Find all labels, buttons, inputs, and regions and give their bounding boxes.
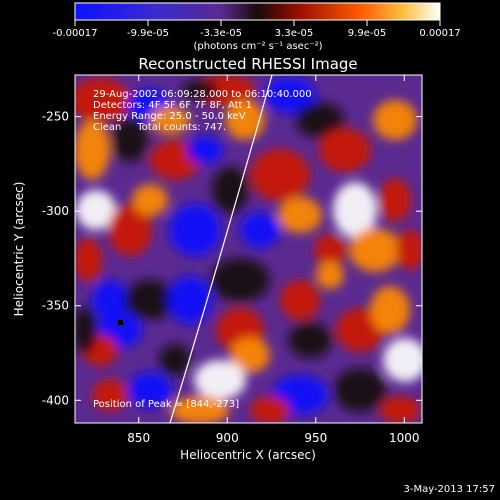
y-tick-label: -250: [42, 110, 69, 124]
image-blob: [314, 234, 346, 266]
solar-limb: [169, 75, 273, 423]
annotations: 29-Aug-2002 06:09:28.000 to 06:10:40.000…: [93, 89, 312, 410]
image-plot: [75, 75, 422, 423]
colorbar-tick-label: -3.3e-05: [200, 28, 242, 39]
colorbar: -0.00017 -9.9e-05 -3.3e-05 3.3e-05 9.9e-05 0.…: [53, 2, 461, 52]
image-blob: [92, 280, 128, 320]
image-blob: [112, 118, 148, 162]
image-blob: [159, 344, 191, 376]
y-tick-label: -300: [42, 204, 69, 218]
image-blob: [225, 100, 265, 140]
plot-title: Reconstructed RHESSI Image: [138, 55, 357, 73]
x-tick-label: 850: [127, 431, 150, 445]
axis-ticks: 850 900 950 1000 -250 -300 -350 -400: [42, 75, 422, 445]
image-blob: [296, 102, 344, 138]
image-blob: [288, 322, 332, 358]
image-blob: [319, 128, 371, 172]
image-blob: [383, 338, 422, 382]
image-blob: [76, 190, 116, 230]
image-blob: [250, 149, 310, 201]
colorbar-tick-label: 0.00017: [419, 28, 460, 39]
image-blob: [264, 77, 316, 113]
colorbar-tick-label: 3.3e-05: [275, 28, 313, 39]
image-blob: [75, 78, 130, 122]
image-blob: [212, 166, 248, 214]
image-blob: [170, 396, 230, 423]
image-blob: [75, 120, 110, 180]
colorbar-ticks: -0.00017 -9.9e-05 -3.3e-05 3.3e-05 9.9e-05 0.…: [53, 20, 461, 39]
annotation-counts: Clean Total counts: 747.: [93, 122, 226, 133]
image-blob: [194, 360, 246, 400]
image-blob: [168, 276, 212, 324]
image-blob: [132, 184, 168, 216]
colorbar-gradient: [74, 2, 441, 21]
image-blob: [128, 372, 172, 408]
peak-marker: [118, 320, 123, 325]
annotation-detectors: Detectors: 4F 5F 6F 7F 8F, Att 1: [93, 100, 252, 111]
image-blob: [150, 106, 190, 134]
footer-timestamp: 3-May-2013 17:57: [403, 484, 495, 495]
image-blob: [124, 280, 176, 320]
image-blob: [334, 368, 386, 412]
image-blob: [75, 306, 97, 354]
image-blob: [169, 204, 221, 256]
annotation-energy: Energy Range: 25.0 - 50.0 keV: [93, 111, 246, 122]
image-blob: [108, 204, 152, 256]
image-blob: [240, 212, 280, 248]
image-blobs: [75, 75, 422, 423]
colorbar-tick-label: -0.00017: [53, 28, 98, 39]
y-tick-label: -400: [42, 393, 69, 407]
image-blob: [187, 136, 223, 164]
annotation-peak: Position of Peak = [844,-273]: [93, 399, 239, 410]
image-blob: [92, 379, 128, 411]
image-blob: [278, 197, 322, 233]
image-blob: [75, 238, 102, 282]
image-blob: [333, 182, 377, 238]
annotation-time: 29-Aug-2002 06:09:28.000 to 06:10:40.000: [93, 89, 312, 100]
y-axis-label: Heliocentric Y (arcsec): [12, 182, 26, 317]
image-blob: [250, 396, 290, 423]
x-tick-label: 950: [304, 431, 327, 445]
image-blob: [316, 261, 344, 289]
x-axis-label: Heliocentric X (arcsec): [180, 448, 316, 462]
x-tick-label: 1000: [389, 431, 420, 445]
x-tick-label: 900: [216, 431, 239, 445]
image-blob: [280, 280, 320, 320]
image-blob: [230, 337, 270, 373]
image-blob: [370, 286, 410, 334]
colorbar-tick-label: 9.9e-05: [348, 28, 386, 39]
image-blob: [396, 230, 422, 270]
image-blob: [349, 228, 401, 272]
plot-frame: [74, 74, 423, 424]
y-tick-label: -350: [42, 299, 69, 313]
image-blob: [373, 100, 417, 140]
image-blob: [210, 258, 270, 302]
colorbar-tick-label: -9.9e-05: [127, 28, 169, 39]
image-blob: [182, 80, 218, 100]
image-blob: [380, 396, 420, 423]
colorbar-unit-label: (photons cm⁻² s⁻¹ asec⁻²): [193, 41, 322, 52]
image-blob: [379, 178, 411, 222]
